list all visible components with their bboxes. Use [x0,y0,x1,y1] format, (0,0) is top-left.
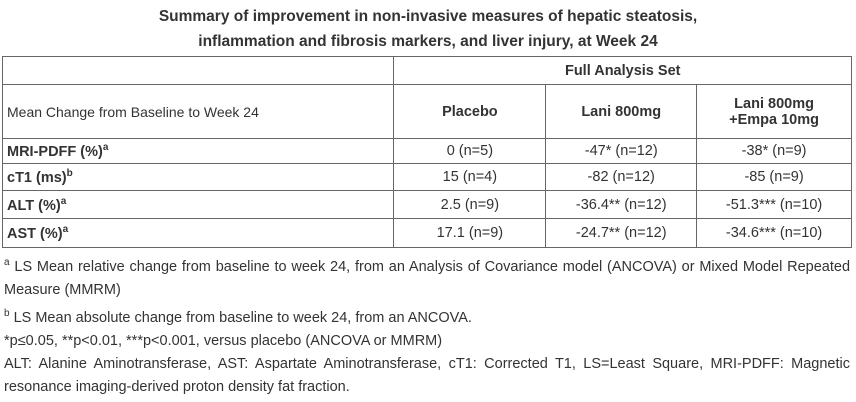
footnote: b LS Mean absolute change from baseline … [4,302,850,330]
row-label-text: MRI-PDFF (%) [7,143,103,160]
footnote-text: LS Mean absolute change from baseline to… [13,309,472,326]
title-line: inflammation and fibrosis markers, and l… [198,33,658,50]
footnote-marker: a [60,195,67,207]
data-cell: -85 (n=9) [696,163,852,191]
header-row: Full Analysis Set [1,56,852,85]
row-label: cT1 (ms)b [1,163,395,191]
data-cell: -38* (n=9) [696,138,852,164]
row-label-text: cT1 (ms) [7,169,67,186]
data-cell: 2.5 (n=9) [393,190,547,219]
data-cell: 17.1 (n=9) [393,218,547,248]
column-header: Lani 800mg [545,84,698,139]
data-cell: -24.7** (n=12) [545,218,698,248]
footnote: *p≤0.05, **p<0.01, ***p<0.001, versus pl… [4,330,850,353]
data-cell: 15 (n=4) [393,163,547,191]
data-cell: -36.4** (n=12) [545,190,698,219]
footnote: ALT: Alanine Aminotransferase, AST: Aspa… [4,353,850,399]
data-row: cT1 (ms)b 15 (n=4) -82 (n=12) -85 (n=9) [1,163,852,191]
row-label: AST (%)a [1,218,395,248]
data-cell: -51.3*** (n=10) [696,190,852,219]
data-row: MRI-PDFF (%)a 0 (n=5) -47* (n=12) -38* (n=9… [1,138,852,164]
footnote-marker: a [62,224,69,236]
footnote-text: ALT: Alanine Aminotransferase, AST: Aspa… [4,355,850,395]
column-header-line: Lani 800mg [581,103,662,120]
footnote-marker: a [4,257,10,268]
footnote: a LS Mean relative change from baseline … [4,251,850,302]
data-row: ALT (%)a 2.5 (n=9) -36.4** (n=12) -51.3*** … [1,190,852,219]
column-header: Placebo [393,84,547,139]
footnotes: a LS Mean relative change from baseline … [4,251,850,399]
column-header-line: Lani 800mg [734,95,814,112]
data-cell: -34.6*** (n=10) [696,218,852,248]
group-header: Full Analysis Set [393,56,852,85]
data-row: AST (%)a 17.1 (n=9) -24.7** (n=12) -34.6***… [1,218,852,248]
data-cell: -82 (n=12) [545,163,698,191]
row-label-text: ALT (%) [7,197,61,214]
column-header-line: +Empa 10mg [729,111,819,128]
stub-header: Mean Change from Baseline to Week 24 [1,84,395,139]
results-table: Full Analysis Set Mean Change from Baseli… [1,56,852,248]
data-cell: -47* (n=12) [545,138,698,164]
column-header-line: Placebo [442,103,498,120]
footnote-marker: a [102,142,109,154]
column-header: Lani 800mg +Empa 10mg [696,84,852,139]
footnote-text: *p≤0.05, **p<0.01, ***p<0.001, versus pl… [4,332,443,349]
footnote-marker: b [66,168,73,180]
footnote-text: LS Mean relative change from baseline to… [4,258,851,298]
footnote-marker: b [4,307,10,319]
data-cell: 0 (n=5) [393,138,547,164]
row-label: ALT (%)a [1,190,395,219]
empty-cell [1,56,395,85]
title: Summary of improvement in non-invasive m… [0,0,856,56]
row-label: MRI-PDFF (%)a [1,138,395,164]
title-line: Summary of improvement in non-invasive m… [158,8,698,25]
header-row: Mean Change from Baseline to Week 24 Plac… [1,84,852,139]
row-label-text: AST (%) [7,225,63,242]
